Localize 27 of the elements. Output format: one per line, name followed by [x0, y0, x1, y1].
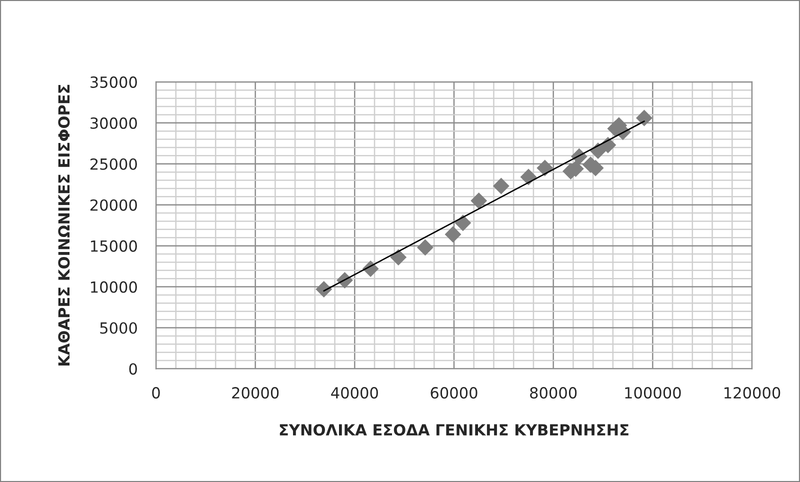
point	[520, 168, 537, 186]
x-tick-label: 120000	[724, 387, 780, 399]
x-tick-label: 0	[152, 387, 160, 399]
y-tick-label: 15000	[91, 240, 137, 252]
y-tick-label: 5000	[100, 322, 137, 334]
x-tick-label: 40000	[331, 387, 378, 399]
x-tick-label: 20000	[232, 387, 279, 399]
point	[470, 192, 488, 209]
y-tick-label: 0	[129, 363, 137, 375]
x-tick-label: 80000	[530, 387, 577, 399]
y-axis-title: ΚΑΘΑΡΕΣ ΚΟΙΝΩΝΙΚΕΣ ΕΙΣΦΟΡΕΣ	[58, 84, 70, 366]
y-tick-label: 20000	[90, 199, 137, 211]
point	[390, 249, 407, 266]
point	[444, 226, 462, 243]
y-tick-label: 35000	[90, 76, 137, 88]
point	[316, 281, 332, 298]
y-tick-label: 25000	[90, 158, 137, 170]
x-tick-label: 100000	[625, 387, 681, 399]
x-tick-label: 60000	[430, 387, 478, 399]
point	[492, 178, 510, 194]
y-tick-label: 30000	[90, 117, 137, 129]
point	[454, 214, 472, 232]
point	[416, 239, 434, 256]
x-axis-title: ΣΥΝΟΛΙΚΑ ΕΣΟΔΑ ΓΕΝΙΚΗΣ ΚΥΒΕΡΝΗΣΗΣ	[280, 424, 628, 436]
point	[536, 160, 554, 176]
point	[636, 110, 652, 126]
y-tick-label: 10000	[91, 281, 137, 293]
